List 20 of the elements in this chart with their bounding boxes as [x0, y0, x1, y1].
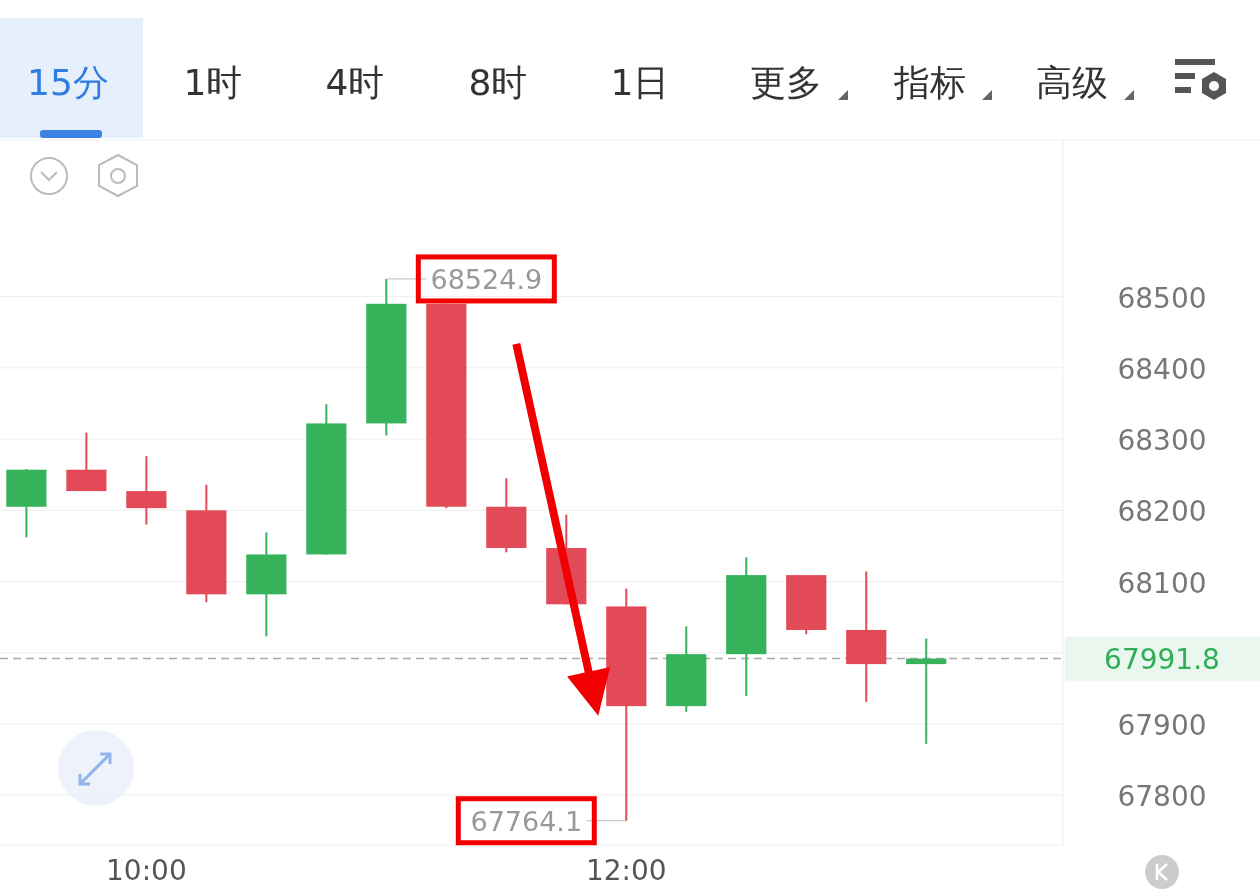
- y-tick-label: 67900: [1117, 708, 1207, 742]
- text: 8时: [468, 62, 528, 103]
- text: 高级: [1036, 62, 1108, 103]
- text: 1日: [610, 62, 670, 103]
- y-tick-label: 68500: [1117, 281, 1207, 315]
- text: 1时: [183, 62, 243, 103]
- text: 指标: [893, 62, 966, 103]
- text: 15分: [27, 62, 109, 103]
- y-tick-label: 67800: [1117, 780, 1207, 814]
- annotation: 67764.1: [470, 805, 583, 837]
- x-tick-label: 10:00: [106, 854, 187, 887]
- text: 4时: [325, 62, 385, 103]
- text: 更多: [750, 62, 822, 103]
- y-tick-label: 68400: [1117, 352, 1207, 386]
- y-tick-label: 68200: [1117, 495, 1207, 529]
- ref-line-label: 67991.8: [1104, 642, 1220, 676]
- x-tick-label: 12:00: [585, 854, 667, 887]
- y-tick-label: 68300: [1117, 424, 1207, 458]
- annotation: 68524.9: [430, 263, 543, 295]
- y-tick-label: 68100: [1117, 566, 1207, 600]
